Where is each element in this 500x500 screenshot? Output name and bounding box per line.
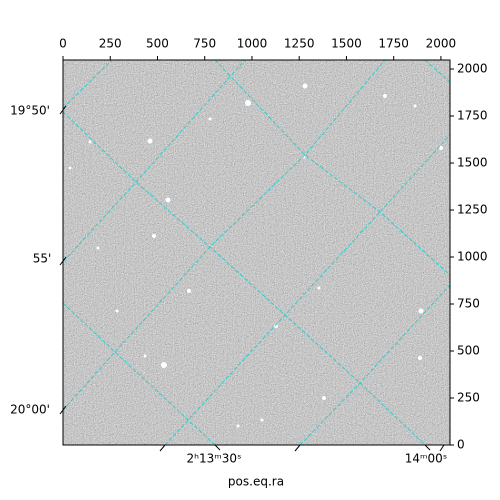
y-tick-label: 1750 <box>457 109 488 123</box>
x-tick-label: 750 <box>193 37 216 51</box>
y-tick-label: 1500 <box>457 156 488 170</box>
ra-label: 2ʰ13ᵐ30ˢ <box>187 452 242 466</box>
dec-label: 19°50' <box>10 104 50 118</box>
y-tick-label: 0 <box>457 438 465 452</box>
x-axis-label: pos.eq.ra <box>228 475 284 489</box>
ra-label: 14ᵐ00ˢ <box>405 452 448 466</box>
wcs-grid <box>63 60 450 445</box>
y-tick-label: 1250 <box>457 203 488 217</box>
dec-label: 20°00' <box>10 403 50 417</box>
x-tick-label: 1250 <box>284 37 315 51</box>
x-tick-label: 250 <box>99 37 122 51</box>
dec-label: 55' <box>33 252 52 266</box>
x-tick-label: 2000 <box>426 37 457 51</box>
image-noise <box>63 60 450 445</box>
y-tick-label: 2000 <box>457 62 488 76</box>
x-tick-label: 500 <box>146 37 169 51</box>
y-tick-label: 750 <box>457 297 480 311</box>
x-tick-label: 1750 <box>378 37 409 51</box>
wcs-ticks <box>59 105 445 452</box>
plot-frame <box>62 59 451 446</box>
stars <box>68 83 443 428</box>
x-tick-label: 0 <box>59 37 67 51</box>
y-tick-label: 500 <box>457 344 480 358</box>
y-tick-label: 1000 <box>457 250 488 264</box>
x-tick-label: 1500 <box>331 37 362 51</box>
x-tick-label: 1000 <box>237 37 268 51</box>
y-tick-label: 250 <box>457 391 480 405</box>
